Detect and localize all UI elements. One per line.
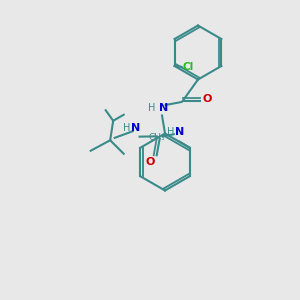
Text: Cl: Cl — [182, 62, 194, 73]
Text: CH₃: CH₃ — [148, 133, 165, 142]
Text: N: N — [131, 123, 140, 133]
Text: O: O — [146, 157, 155, 167]
Text: H: H — [123, 123, 130, 133]
Text: H: H — [148, 103, 155, 113]
Text: H: H — [167, 127, 175, 137]
Text: O: O — [202, 94, 212, 104]
Text: N: N — [159, 103, 168, 113]
Text: N: N — [175, 127, 184, 137]
